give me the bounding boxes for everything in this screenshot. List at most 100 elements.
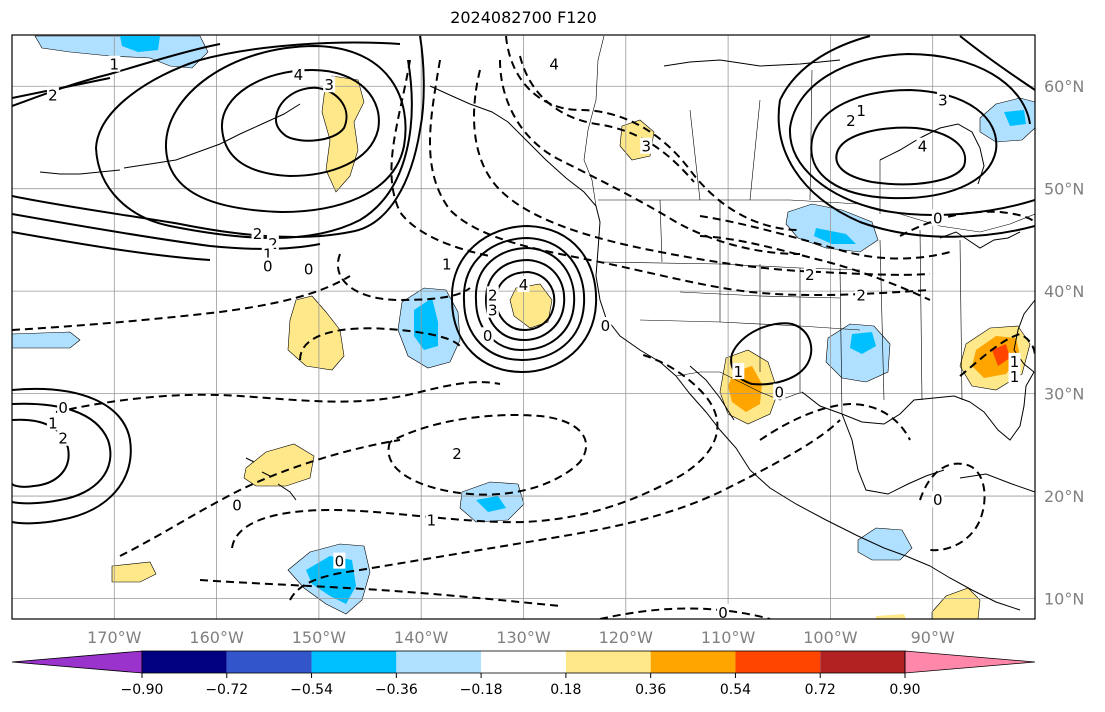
shade-negative-hudson-core: [1004, 110, 1026, 126]
lon-tick-label: 110°W: [701, 628, 756, 647]
contour-aleutian-high-4: [274, 86, 348, 142]
contour-label-bg: [936, 91, 949, 108]
coast-baja: [675, 375, 751, 471]
contour-south-1: [231, 353, 719, 549]
contour-label: 2: [488, 286, 498, 304]
contour-label: 1: [427, 512, 437, 530]
colorbar-box: [565, 651, 651, 673]
contour-caribbean-0: [919, 462, 986, 552]
contour-label-bg: [855, 286, 868, 303]
contour-ne-high-3: [810, 88, 998, 200]
contour-aleutian-high-2: [164, 44, 407, 214]
contour-label: 1: [856, 102, 866, 120]
contour-southeast-1: [959, 332, 1035, 377]
colorbar-box: [311, 651, 397, 673]
coast-gulf-california: [689, 365, 735, 421]
contour-label: 2: [452, 445, 462, 463]
lon-tick-label: 140°W: [394, 628, 449, 647]
contour-plains-outer: [699, 215, 951, 260]
contour-label: 0: [718, 604, 728, 622]
lon-tick-label: 120°W: [599, 628, 654, 647]
contour-label: 0: [601, 317, 611, 335]
contour-label-bg: [844, 112, 857, 129]
contour-label: 1: [734, 363, 744, 381]
coastlines: [39, 59, 1035, 611]
contour-label-bg: [548, 55, 561, 72]
contour-label: 0: [304, 261, 314, 279]
shade-positive-tropics: [111, 561, 157, 583]
coast-aleutians: [39, 169, 121, 175]
contour-bering-wave: [12, 213, 321, 250]
contour-label-bg: [716, 603, 729, 619]
colorbar-tick-label: −0.18: [460, 682, 503, 698]
shade-positive-cutoff-low: [509, 283, 553, 329]
map-gridlines: [12, 35, 1035, 619]
positive-contours: [12, 35, 1035, 525]
colorbar-extend-low: [11, 650, 143, 674]
contour-label: 2: [58, 430, 68, 448]
contour-ne-high-2: [788, 52, 1035, 216]
contour-plains-2: [699, 235, 931, 301]
contour-trough-0: [390, 59, 491, 257]
contour-label-bg: [57, 429, 70, 446]
contour-label: 4: [918, 138, 928, 156]
lon-tick-label: 170°W: [87, 628, 142, 647]
contour-label-bg: [302, 260, 315, 277]
contour-label-bg: [931, 491, 944, 508]
coast-great-lakes: [939, 231, 1021, 249]
contour-label-bg: [803, 265, 816, 282]
contour-cutoff-2: [462, 236, 586, 362]
contour-label: 2: [856, 286, 866, 304]
lat-tick-label: 20°N: [1044, 487, 1084, 506]
colorbar-box: [142, 651, 227, 673]
contour-label-bg: [108, 55, 121, 72]
contour-label: 0: [232, 496, 242, 514]
contour-label: 0: [335, 553, 345, 571]
contour-aleutian-high-0: [12, 35, 425, 239]
contour-trough-3: [499, 59, 801, 255]
colorbar-tick-label: 0.18: [550, 682, 581, 698]
contour-label-bg: [261, 245, 274, 262]
contour-gulf-2: [759, 402, 911, 441]
coast-hawaii: [245, 457, 297, 501]
negative-contours: [12, 35, 1035, 619]
colorbar-tick-label: 0.72: [805, 682, 836, 698]
contour-label-bg: [451, 445, 464, 462]
colorbar-box: [396, 651, 482, 673]
contour-label-bg: [57, 398, 70, 415]
contour-label: 0: [58, 399, 68, 417]
contour-label-bg: [916, 137, 929, 154]
contour-label: 1: [48, 414, 58, 432]
contour-pacific-1: [337, 253, 471, 302]
colorbar-box: [820, 651, 905, 673]
contour-subtropical-high-0: [12, 388, 132, 525]
coast-arctic: [663, 59, 841, 67]
contour-label-bg: [440, 255, 453, 272]
contour-label: 2: [268, 235, 278, 253]
contour-bering-wave-2: [12, 231, 211, 261]
contour-label-bg: [773, 383, 786, 400]
coast-gulf-mexico-south: [841, 413, 945, 495]
shade-high-southeast: [992, 344, 1010, 366]
shade-positive-equator: [876, 614, 906, 619]
contour-ne-high-4: [835, 126, 967, 186]
lat-tick-label: 60°N: [1044, 77, 1084, 96]
contour-label: 0: [774, 384, 784, 402]
coast-florida: [969, 371, 1035, 441]
colorbar-tick-label: 0.36: [635, 682, 666, 698]
contour-label-bg: [855, 101, 868, 118]
shade-positive-hawaii: [243, 443, 315, 487]
contour-label: 3: [938, 92, 948, 110]
contour-equator-0: [599, 607, 771, 619]
colorbar-tick-label: −0.72: [205, 682, 248, 698]
anomaly-shading: [12, 35, 1035, 619]
contour-label: 1: [110, 56, 120, 74]
contour-hudson-outer: [899, 210, 1035, 237]
shade-negative-offshore-core: [414, 298, 438, 350]
colorbar-box: [650, 651, 736, 673]
contour-label: 0: [933, 491, 943, 509]
border-alaska-canada: [583, 35, 605, 207]
contour-cutoff-3: [484, 258, 566, 342]
contour-label-bg: [231, 496, 244, 513]
